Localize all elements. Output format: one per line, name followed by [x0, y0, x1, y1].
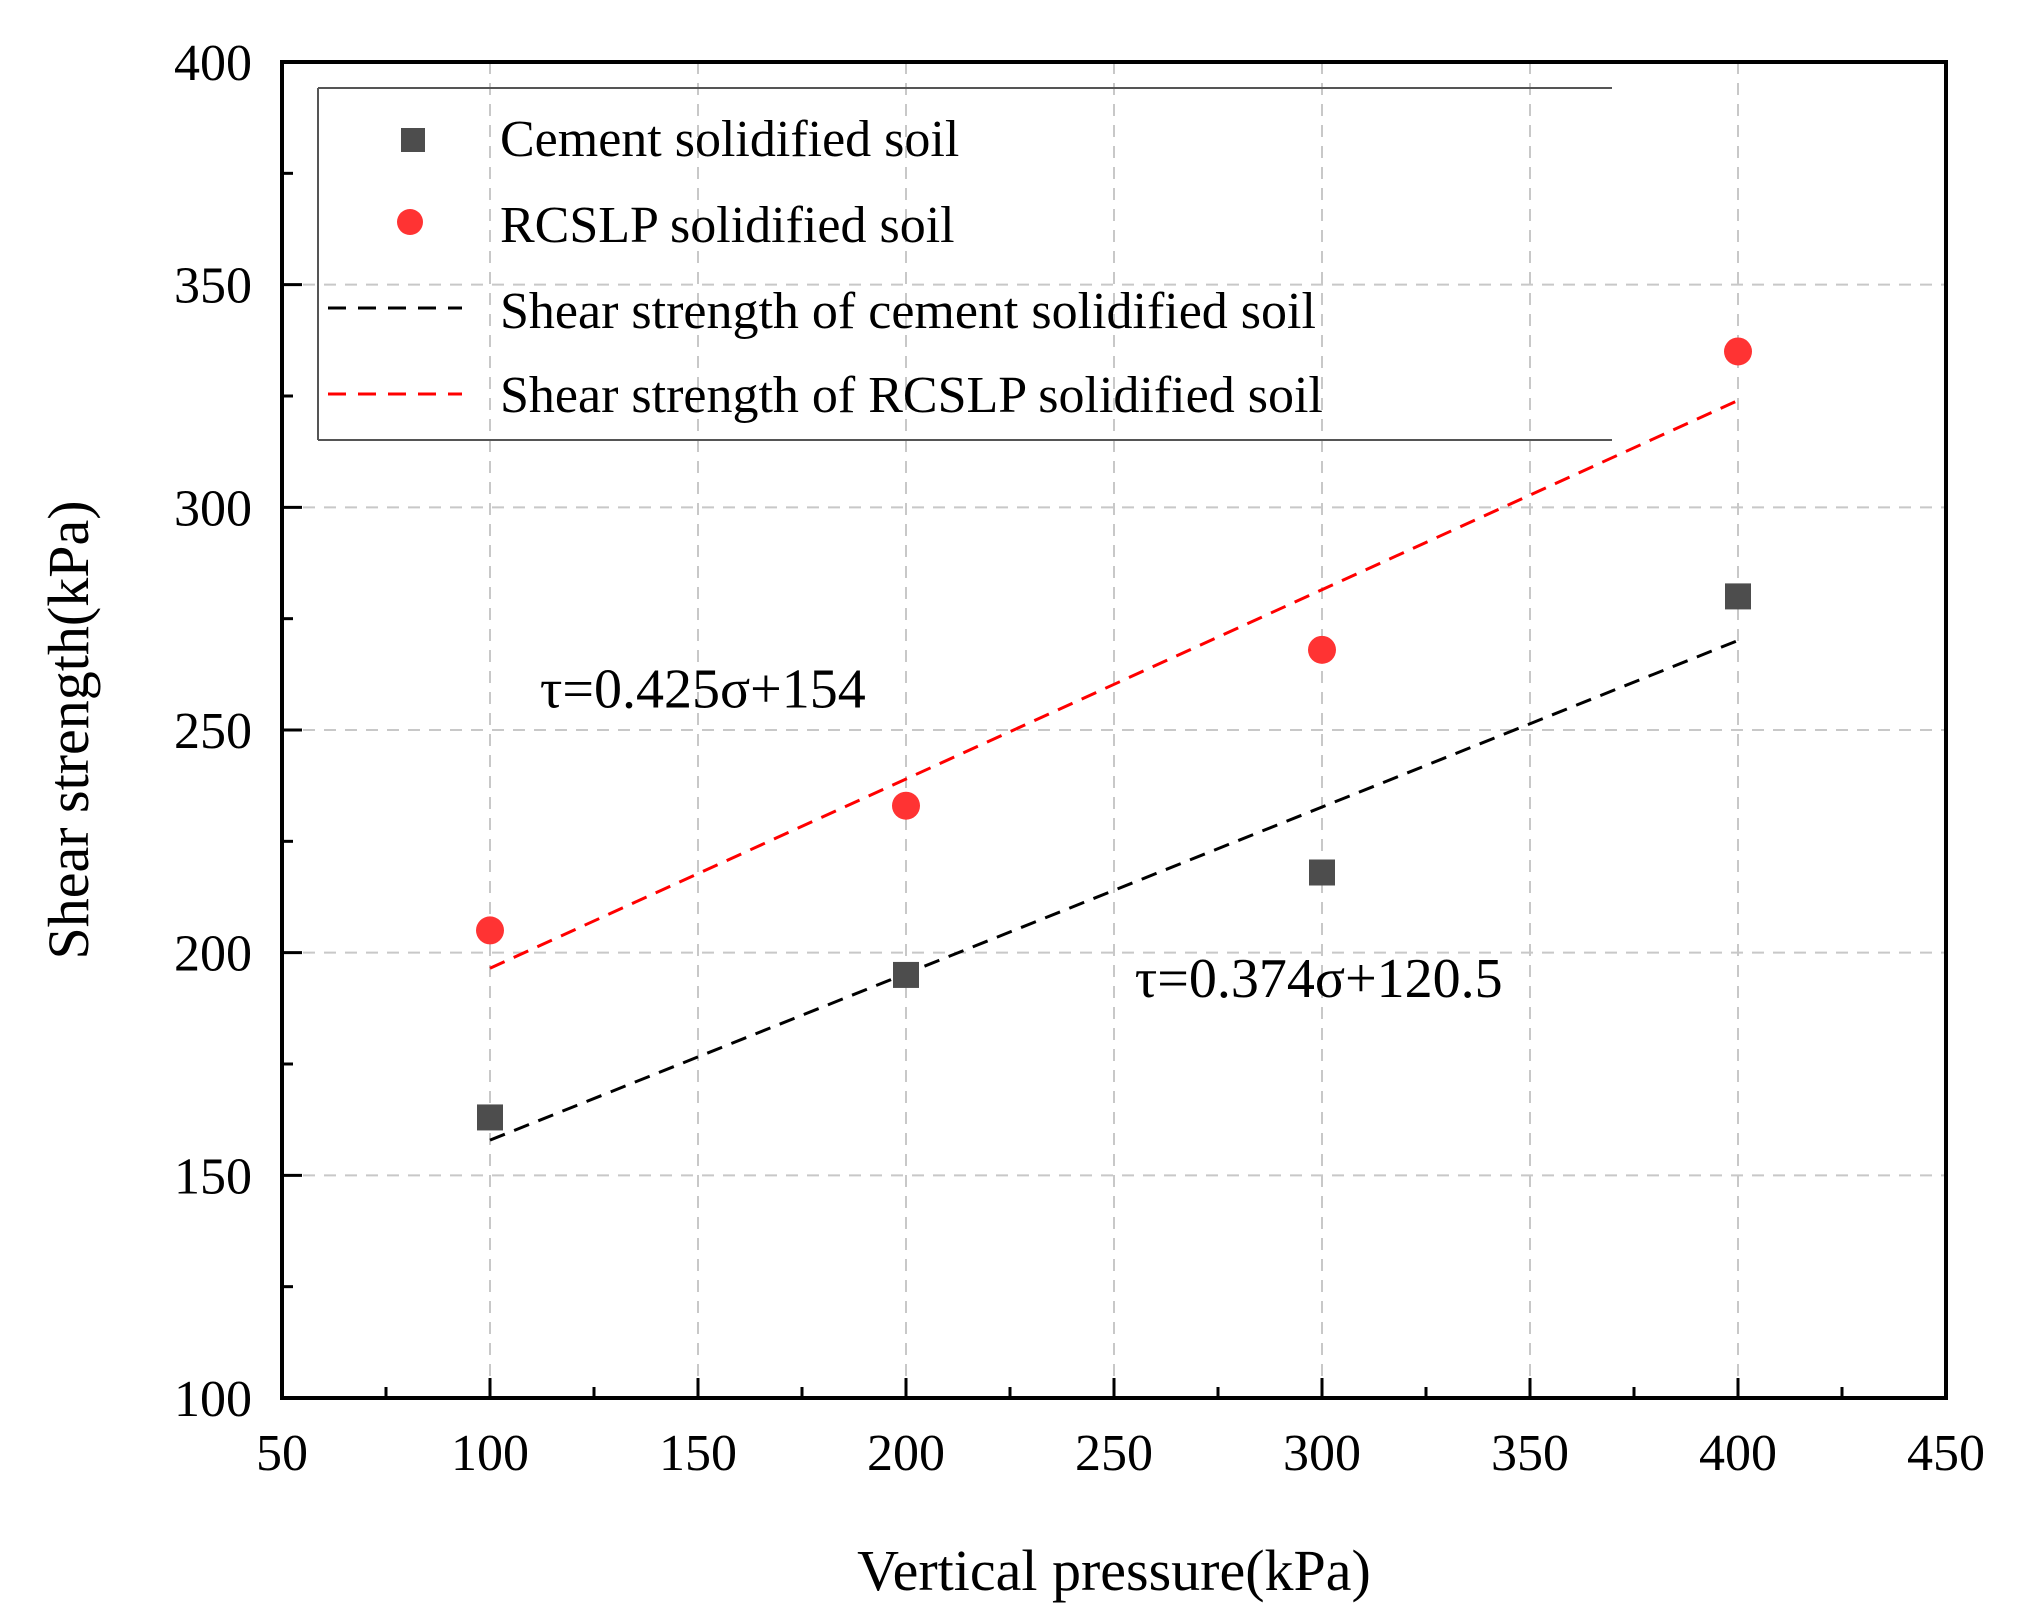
cement-data-point [893, 961, 919, 988]
y-tick-label: 250 [174, 703, 252, 760]
data-points [476, 337, 1752, 1131]
equation-label-0: τ=0.374σ+120.5 [1135, 948, 1503, 1010]
y-tick-label: 400 [174, 35, 252, 92]
y-tick-label: 100 [174, 1371, 252, 1428]
x-tick-label: 100 [451, 1425, 529, 1482]
grid [282, 62, 1946, 1398]
x-tick-label: 250 [1075, 1425, 1153, 1482]
tick-labels: 50 100 150 200 250 300 350 400 45010015020025030… [174, 35, 1985, 1482]
legend: Cement solidified soil RCSLP solidified … [317, 87, 1612, 441]
rcslp-data-point [1308, 635, 1336, 664]
x-tick-label: 350 [1491, 1425, 1569, 1482]
rcslp-data-point [1724, 337, 1752, 366]
cement-data-point [1725, 583, 1751, 610]
legend-label-cement: Cement solidified soil [500, 111, 959, 168]
x-tick-label: 150 [659, 1425, 737, 1482]
legend-circle-marker [397, 209, 423, 235]
x-tick-label: 50 [256, 1425, 308, 1482]
equation-label-1: τ=0.425σ+154 [540, 659, 866, 721]
x-tick-label: 400 [1699, 1425, 1777, 1482]
legend-square-marker [401, 128, 425, 152]
y-tick-label: 300 [174, 480, 252, 537]
fit-line-1 [489, 399, 1739, 970]
x-tick-label: 200 [867, 1425, 945, 1482]
x-tick-label: 300 [1283, 1425, 1361, 1482]
legend-label-cement-fit: Shear strength of cement solidified soil [500, 283, 1316, 340]
cement-data-point [1309, 859, 1335, 886]
x-tick-label: 450 [1907, 1425, 1985, 1482]
y-tick-label: 150 [174, 1148, 252, 1205]
y-axis-title: Shear strength(kPa) [36, 500, 101, 959]
y-tick-label: 200 [174, 926, 252, 983]
rcslp-data-point [892, 791, 920, 820]
x-axis-title: Vertical pressure(kPa) [857, 1538, 1371, 1603]
fit-line-0 [489, 639, 1739, 1142]
axis-ticks [280, 60, 1948, 1400]
equation-annotations: τ=0.374σ+120.5 τ=0.425σ+154 [540, 659, 1503, 1010]
rcslp-data-point [476, 916, 504, 945]
fit-lines [489, 399, 1739, 1142]
y-tick-label: 350 [174, 258, 252, 315]
legend-label-rcslp: RCSLP solidified soil [500, 197, 955, 254]
cement-data-point [477, 1104, 503, 1131]
legend-label-rcslp-fit: Shear strength of RCSLP solidified soil [500, 367, 1323, 424]
